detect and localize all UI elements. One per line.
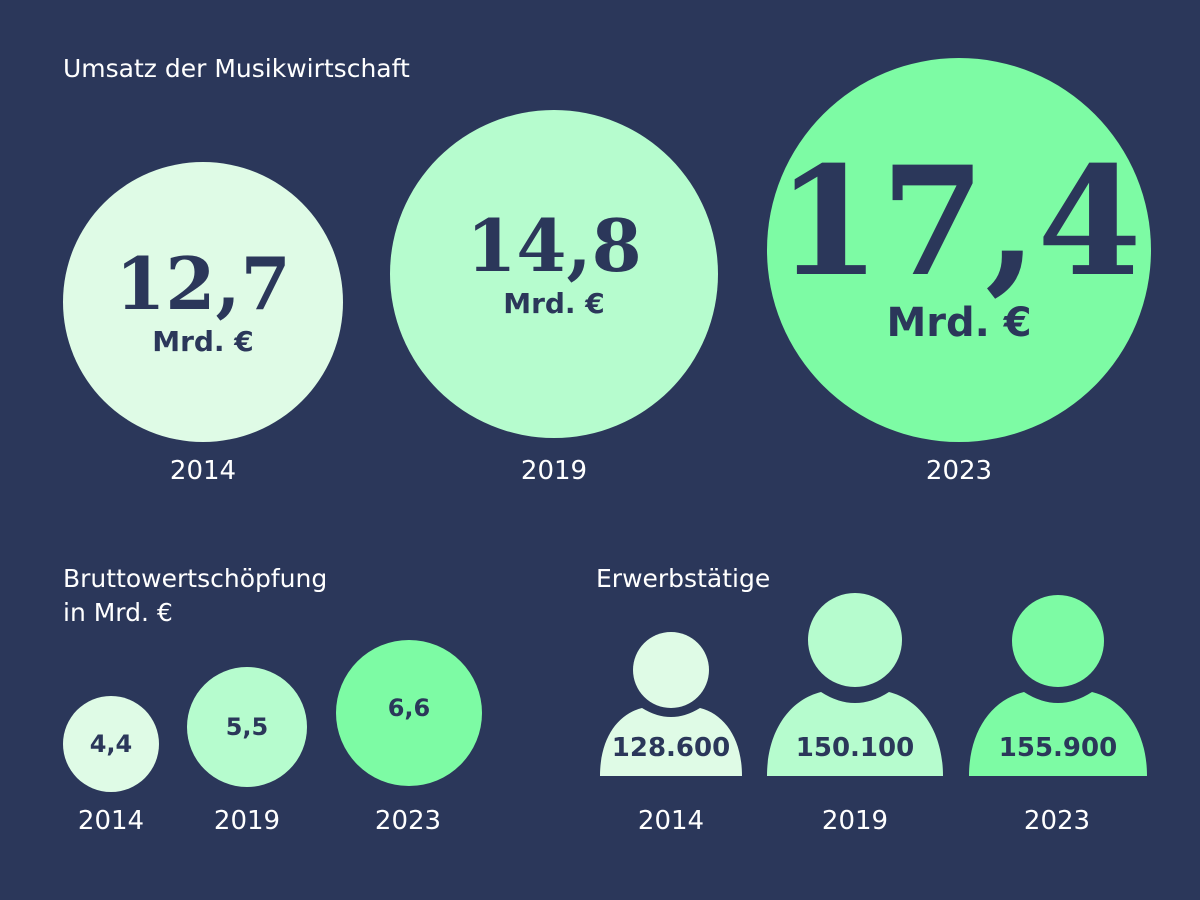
umsatz-value-2023: 17,4 <box>776 134 1142 310</box>
bws-bubble-2023: 6,6 <box>336 640 482 786</box>
umsatz-unit-2019: Mrd. € <box>503 287 605 320</box>
bws-bubble-2019: 5,5 <box>187 667 307 787</box>
bws-value-2023: 6,6 <box>387 694 431 722</box>
erwerb-value-2019: 150.100 <box>795 733 915 763</box>
umsatz-bubble-2023: 17,4 Mrd. € <box>767 58 1151 442</box>
erwerb-year-2014: 2014 <box>637 806 705 836</box>
bws-title-line2: in Mrd. € <box>63 598 173 627</box>
umsatz-value-2014: 12,7 <box>115 241 291 326</box>
erwerb-value-2023: 155.900 <box>998 733 1118 763</box>
umsatz-title: Umsatz der Musikwirtschaft <box>63 54 410 83</box>
umsatz-year-2023: 2023 <box>925 456 993 486</box>
umsatz-bubble-2014: 12,7 Mrd. € <box>63 162 343 442</box>
umsatz-year-2019: 2019 <box>520 456 588 486</box>
umsatz-value-2019: 14,8 <box>466 203 642 288</box>
bws-year-2023: 2023 <box>374 806 442 836</box>
umsatz-unit-2014: Mrd. € <box>152 325 254 358</box>
umsatz-year-2014: 2014 <box>169 456 237 486</box>
bws-title-line1: Bruttowertschöpfung <box>63 564 328 593</box>
erwerb-title: Erwerbstätige <box>596 564 771 593</box>
bws-value-2014: 4,4 <box>89 730 133 758</box>
umsatz-unit-2023: Mrd. € <box>886 300 1032 346</box>
erwerb-year-2019: 2019 <box>821 806 889 836</box>
bws-value-2019: 5,5 <box>225 713 269 741</box>
erwerb-value-2014: 128.600 <box>611 733 731 763</box>
person-icon-2014 <box>600 632 742 776</box>
bws-year-2019: 2019 <box>213 806 281 836</box>
bws-year-2014: 2014 <box>77 806 145 836</box>
erwerb-year-2023: 2023 <box>1023 806 1091 836</box>
bws-bubble-2014: 4,4 <box>63 696 159 792</box>
bws-title: Bruttowertschöpfung in Mrd. € <box>63 562 327 630</box>
person-icon-2023 <box>969 595 1147 776</box>
person-icon-2019 <box>767 593 943 776</box>
umsatz-bubble-2019: 14,8 Mrd. € <box>390 110 718 438</box>
